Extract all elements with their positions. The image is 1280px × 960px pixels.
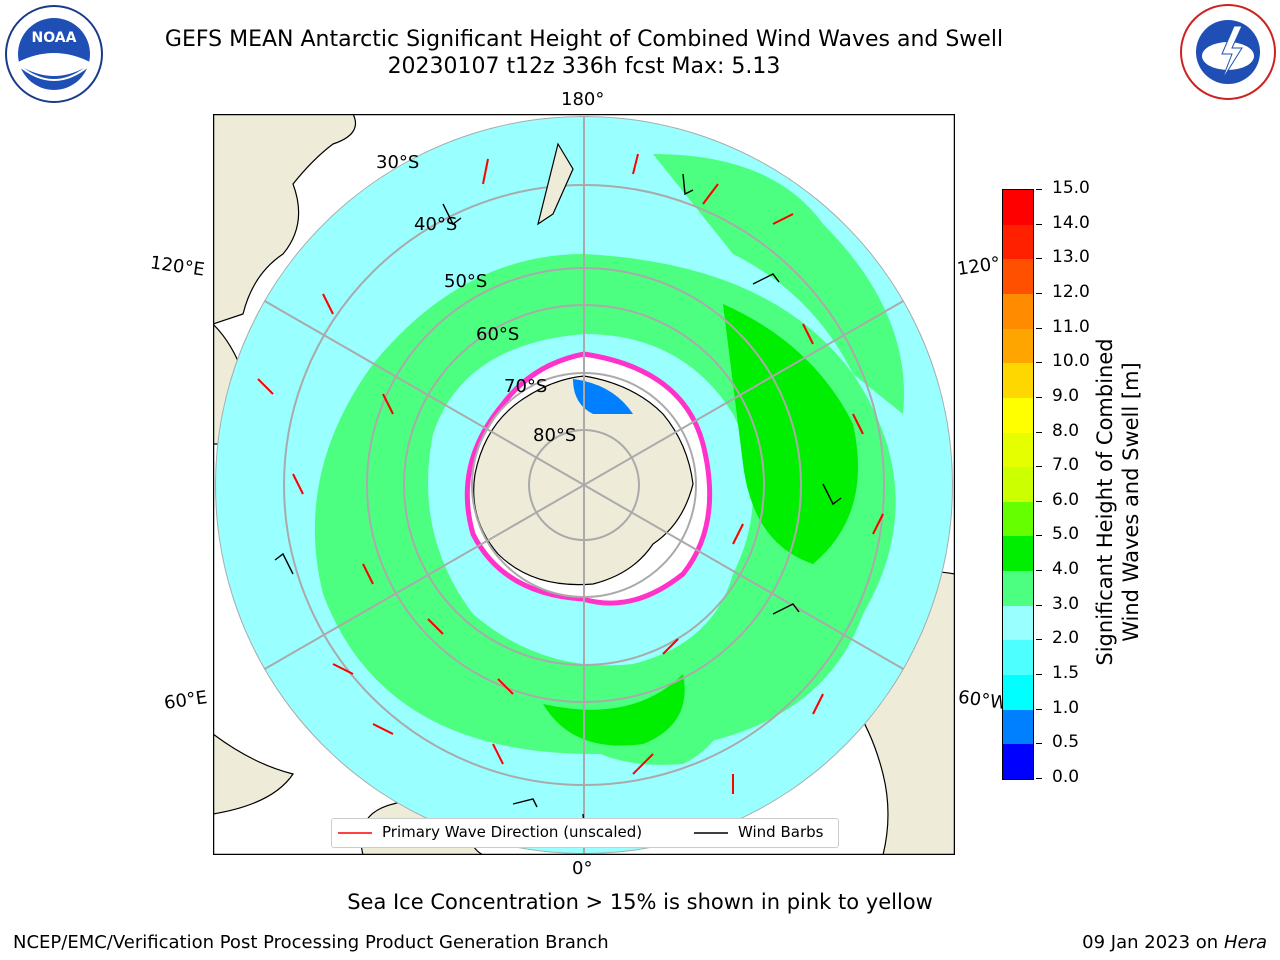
colorbar-tick-mark (1036, 189, 1042, 190)
footer-date-text: 09 Jan 2023 on (1082, 932, 1224, 953)
colorbar-tick-mark (1036, 778, 1042, 779)
colorbar-segment (1003, 744, 1033, 779)
sea-ice-caption: Sea Ice Concentration > 15% is shown in … (347, 890, 933, 914)
lat-label-40s: 40°S (414, 214, 458, 235)
colorbar-tick-mark (1036, 743, 1042, 745)
colorbar-tick-mark (1036, 500, 1042, 502)
colorbar-tick-mark (1036, 431, 1042, 433)
colorbar-tick-label: 1.5 (1052, 663, 1080, 684)
colorbar-tick-label: 3.0 (1052, 593, 1080, 614)
colorbar-tick-label: 5.0 (1052, 524, 1080, 545)
lon-label-60e: 60°E (162, 687, 209, 714)
colorbar-segment (1003, 675, 1033, 710)
colorbar-segment (1003, 397, 1033, 433)
colorbar-tick-mark (1036, 362, 1042, 364)
colorbar-segment (1003, 640, 1033, 676)
wave-direction-legend-line (338, 832, 372, 834)
colorbar-tick-mark (1036, 639, 1042, 641)
colorbar-ticks: 0.0 0.5 1.0 1.5 2.0 3.0 4.0 5.0 6.0 7.0 8.0 9.0 10.0… (1036, 178, 1096, 790)
colorbar-segment (1003, 259, 1033, 294)
colorbar-segment (1003, 501, 1033, 537)
colorbar-tick-label: 15.0 (1052, 178, 1090, 198)
colorbar-segment (1003, 709, 1033, 745)
colorbar-tick-label: 12.0 (1052, 281, 1090, 302)
wind-barbs-legend-line (694, 832, 728, 834)
colorbar-tick-label: 13.0 (1052, 247, 1090, 268)
colorbar-tick-mark (1036, 292, 1042, 294)
lat-label-80s: 80°S (533, 425, 577, 446)
colorbar-tick-label: 1.0 (1052, 697, 1080, 718)
colorbar-tick-label: 10.0 (1052, 351, 1090, 372)
lon-label-0: 0° (572, 858, 593, 879)
lon-label-180: 180° (561, 89, 605, 110)
chart-title: GEFS MEAN Antarctic Significant Height o… (164, 27, 1004, 52)
colorbar-tick-label: 6.0 (1052, 489, 1080, 510)
colorbar-tick-mark (1036, 535, 1042, 537)
colorbar-segment (1003, 605, 1033, 641)
colorbar-segment (1003, 536, 1033, 572)
colorbar-tick-label: 2.0 (1052, 628, 1080, 649)
colorbar-tick-label: 11.0 (1052, 316, 1090, 337)
colorbar-segment (1003, 432, 1033, 468)
colorbar-tick-label: 7.0 (1052, 455, 1080, 476)
colorbar-label-line1: Significant Height of Combined (1093, 338, 1117, 666)
colorbar-segment (1003, 224, 1033, 260)
lat-label-30s: 30°S (376, 152, 420, 173)
colorbar-segment (1003, 571, 1033, 606)
footer-host: Hera (1223, 932, 1267, 953)
colorbar-tick-mark (1036, 223, 1042, 225)
lon-label-120e: 120°E (148, 252, 206, 281)
footer-producer: NCEP/EMC/Verification Post Processing Pr… (13, 932, 609, 953)
polar-map (213, 114, 955, 855)
wave-direction-legend-label: Primary Wave Direction (unscaled) (382, 823, 643, 841)
colorbar-tick-mark (1036, 604, 1042, 606)
colorbar-label-line2: Wind Waves and Swell [m] (1119, 362, 1143, 642)
lat-label-70s: 70°S (504, 376, 548, 397)
colorbar-tick-label: 14.0 (1052, 212, 1090, 233)
colorbar-tick-label: 0.0 (1052, 767, 1080, 787)
map-legend: Primary Wave Direction (unscaled) Wind B… (331, 818, 839, 848)
colorbar-tick-label: 8.0 (1052, 420, 1080, 441)
colorbar-tick-mark (1036, 258, 1042, 260)
colorbar-segment (1003, 363, 1033, 398)
colorbar-tick-mark (1036, 466, 1042, 468)
colorbar-segment (1003, 293, 1033, 329)
noaa-logo-text: NOAA (32, 30, 77, 46)
colorbar-tick-label: 4.0 (1052, 559, 1080, 580)
colorbar-tick-mark (1036, 674, 1042, 676)
colorbar-tick-label: 9.0 (1052, 385, 1080, 406)
colorbar (1002, 189, 1034, 780)
colorbar-tick-mark (1036, 327, 1042, 329)
colorbar-segment (1003, 190, 1033, 225)
wind-barbs-legend-label: Wind Barbs (738, 823, 824, 841)
colorbar-tick-label: 0.5 (1052, 732, 1080, 753)
footer-date: 09 Jan 2023 on Hera (1082, 932, 1267, 953)
colorbar-tick-mark (1036, 570, 1042, 572)
colorbar-segment (1003, 467, 1033, 502)
colorbar-label: Significant Height of Combined Wind Wave… (1092, 332, 1152, 672)
colorbar-segment (1003, 328, 1033, 364)
lat-label-50s: 50°S (444, 271, 488, 292)
noaa-logo: NOAA (5, 5, 103, 103)
lat-label-60s: 60°S (476, 324, 520, 345)
lon-label-120w: 120° (955, 253, 1002, 280)
colorbar-tick-mark (1036, 396, 1042, 398)
nws-logo (1180, 4, 1276, 100)
chart-subtitle: 20230107 t12z 336h fcst Max: 5.13 (387, 54, 781, 79)
colorbar-tick-mark (1036, 708, 1042, 710)
